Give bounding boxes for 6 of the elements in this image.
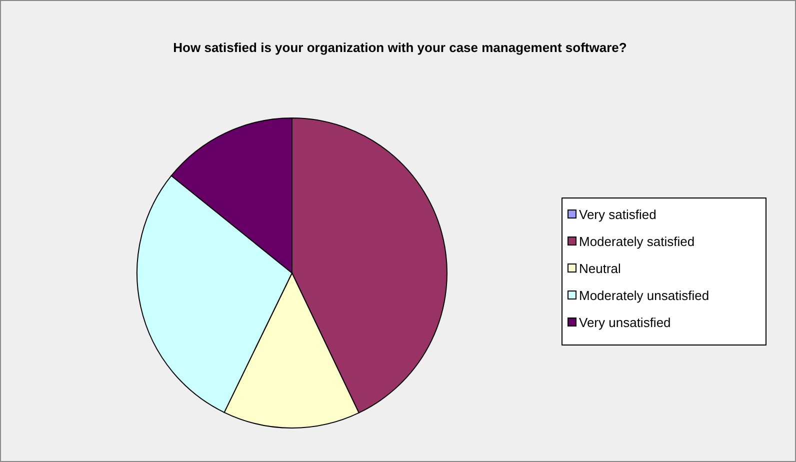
- legend-label: Neutral: [579, 261, 622, 276]
- legend-label: Very unsatisfied: [579, 315, 671, 330]
- legend-label: Moderately satisfied: [579, 234, 695, 249]
- legend-label: Moderately unsatisfied: [579, 288, 710, 303]
- chart-title: How satisfied is your organization with your case management software?: [173, 40, 627, 55]
- legend-label: Very satisfied: [579, 207, 656, 222]
